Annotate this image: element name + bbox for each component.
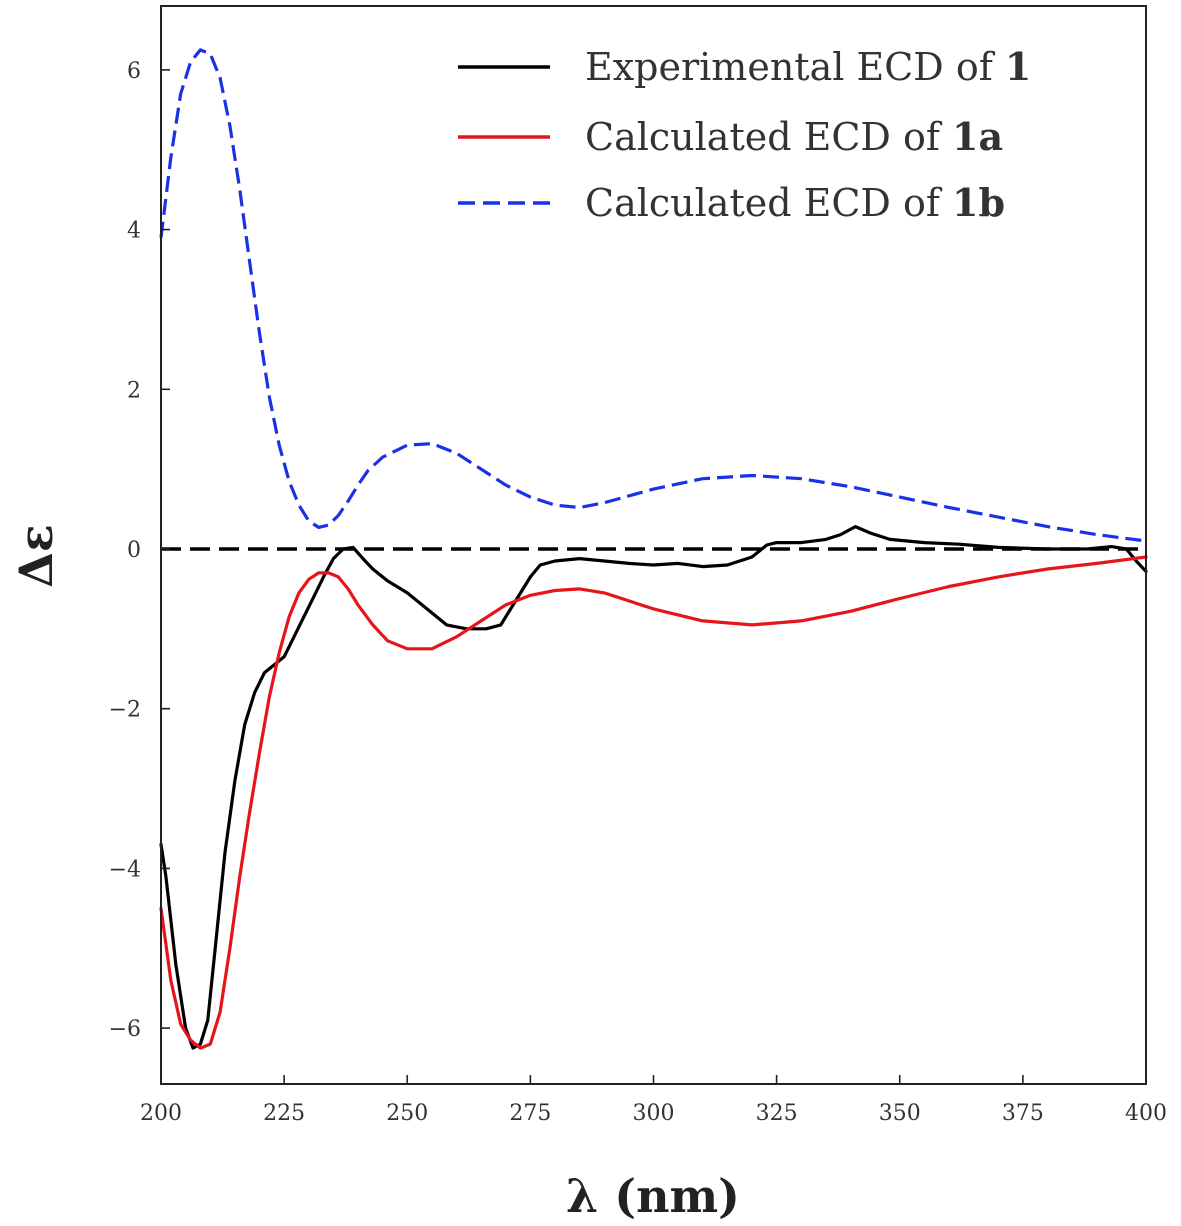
x-tick-label-375: 375 — [1002, 1101, 1044, 1126]
legend-label-1: Experimental ECD of 1 — [585, 44, 1031, 89]
x-axis-title: λ (nm) — [566, 1169, 740, 1223]
legend-label-3: Calculated ECD of 1b — [585, 180, 1005, 225]
x-tick-label-350: 350 — [879, 1101, 921, 1126]
plot-frame — [160, 5, 1147, 1085]
y-tick-label-6: 6 — [127, 59, 141, 84]
series-line-2 — [159, 555, 1148, 1050]
x-tick-label-250: 250 — [386, 1101, 428, 1126]
x-tick-label-275: 275 — [509, 1101, 551, 1126]
x-tick-label-400: 400 — [1125, 1101, 1167, 1126]
x-tick-label-225: 225 — [263, 1101, 305, 1126]
y-tick-label--4: −4 — [109, 857, 141, 882]
y-tick-label--2: −2 — [109, 698, 141, 723]
x-tick-label-300: 300 — [633, 1101, 675, 1126]
series-line-1 — [159, 524, 1148, 1050]
y-axis-title: Δε — [9, 524, 63, 588]
legend-label-2: Calculated ECD of 1a — [585, 114, 1003, 159]
y-tick-label--6: −6 — [109, 1017, 141, 1042]
series-line-3 — [159, 48, 1147, 543]
x-tick-label-200: 200 — [140, 1101, 182, 1126]
x-tick-label-325: 325 — [756, 1101, 798, 1126]
y-tick-label-2: 2 — [127, 378, 141, 403]
y-tick-label-4: 4 — [127, 219, 141, 244]
y-tick-label-0: 0 — [127, 538, 141, 563]
